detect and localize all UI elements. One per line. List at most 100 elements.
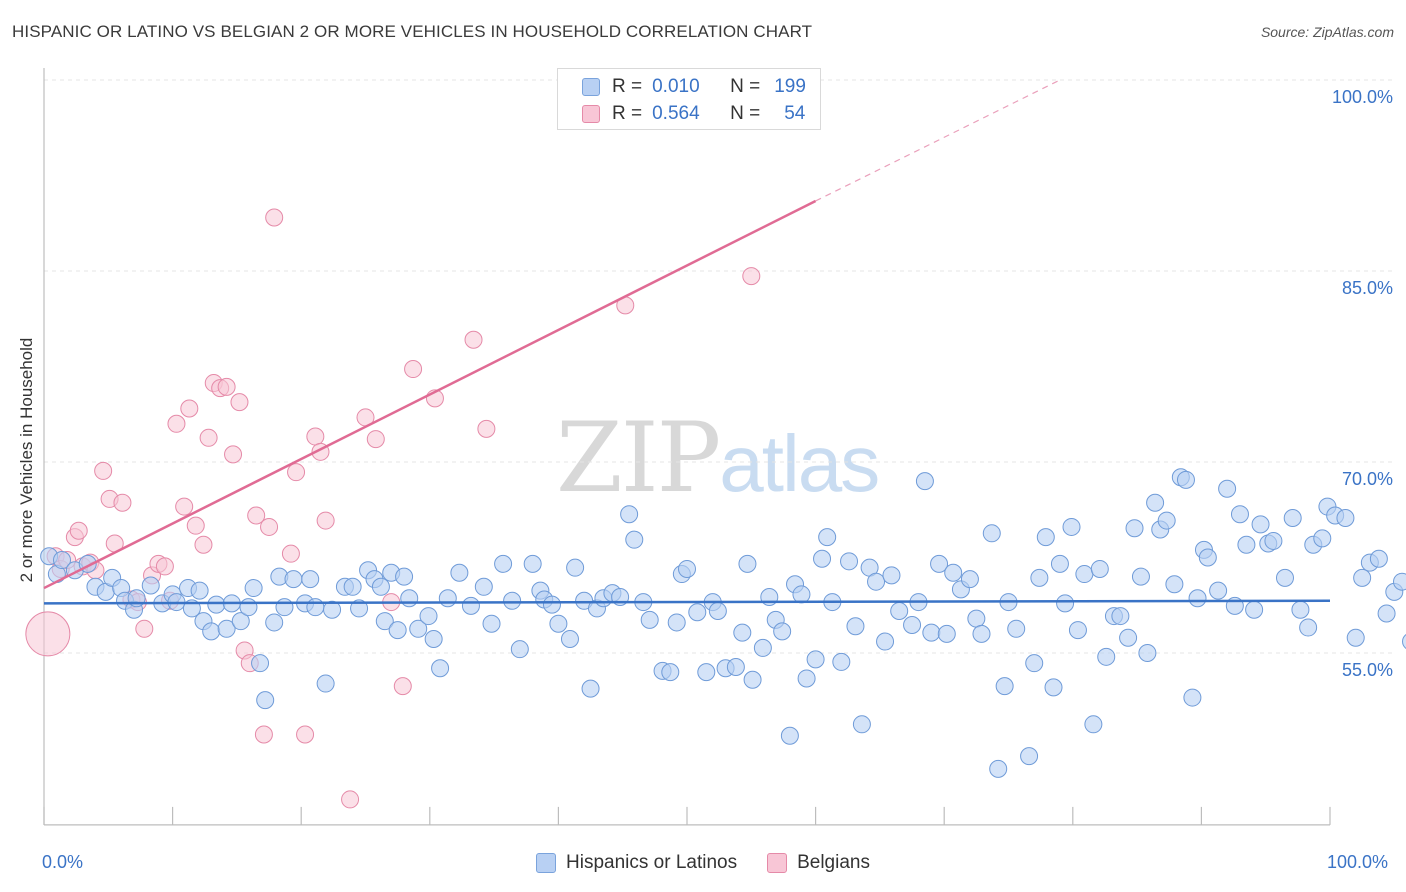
x-tick-label: 0.0% (42, 852, 84, 872)
hispanics-point (202, 622, 221, 641)
hispanics-point (1138, 644, 1157, 662)
hispanics-point (256, 691, 275, 710)
correlation-legend: R = 0.010 N = 199 R = 0.564 N = 54 (557, 68, 821, 130)
hispanics-point (1068, 621, 1087, 640)
hispanics-point (53, 551, 72, 570)
hispanics-point (1044, 678, 1063, 697)
belgians-point (742, 267, 761, 286)
hispanics-point (323, 600, 342, 619)
hispanics-point (371, 577, 390, 596)
belgians-point (316, 511, 335, 530)
hispanics-point (1056, 594, 1075, 613)
legend-swatch (582, 78, 600, 96)
hispanics-point (306, 598, 325, 617)
belgians-point (180, 399, 199, 418)
y-tick-label: 70.0% (1341, 469, 1393, 489)
r-label: R = (612, 76, 643, 97)
hispanics-point (375, 612, 394, 631)
hispanics-point (1157, 511, 1176, 530)
hispanics-point (523, 554, 542, 573)
hispanics-point (542, 595, 561, 614)
hispanics-point (409, 619, 428, 638)
belgians-point (186, 516, 205, 535)
axes (43, 68, 1331, 826)
hispanics-point (1313, 529, 1332, 548)
hispanics-point (625, 530, 644, 549)
hispanics-point (1125, 519, 1144, 538)
hispanics-point (431, 659, 450, 678)
hispanics-point (343, 577, 362, 596)
watermark-atlas: atlas (719, 419, 880, 508)
hispanics-point (773, 622, 792, 641)
belgians-point (287, 463, 306, 482)
hispanics-point (1245, 600, 1264, 619)
hispanics-point (251, 654, 270, 673)
hispanics-point (967, 609, 986, 628)
hispanics-point (1025, 654, 1044, 673)
hispanics-point (265, 613, 284, 632)
belgians-point (175, 497, 194, 516)
hispanics-point (1131, 567, 1150, 586)
hispanics-point (743, 670, 762, 689)
hispanics-point (661, 663, 680, 682)
hispanics-point (882, 566, 901, 585)
legend-swatch (582, 105, 600, 123)
hispanics-point (640, 610, 659, 629)
belgians-point (199, 428, 218, 447)
belgians-point (477, 419, 496, 438)
legend-item-belgians[interactable]: Belgians (767, 852, 870, 874)
belgians-point (247, 506, 266, 525)
hispanics-point (1183, 688, 1202, 707)
hispanics-trend-line (43, 599, 1331, 605)
hispanics-point (876, 632, 895, 651)
belgians-point (113, 493, 132, 512)
belgians-point (94, 461, 113, 480)
hispanics-point (400, 589, 419, 608)
hispanics-point (1251, 515, 1270, 534)
hispanics-point (566, 558, 585, 577)
hispanics-point (995, 677, 1014, 696)
hispanics-point (494, 554, 513, 573)
r-label: R = (612, 103, 643, 124)
gridlines (44, 79, 1394, 654)
legend-swatch (767, 853, 788, 873)
hispanics-point (1030, 568, 1049, 587)
hispanics-point (316, 674, 335, 693)
legend-label: Belgians (797, 852, 870, 873)
n-label: N = (730, 76, 761, 97)
hispanics-point (620, 505, 639, 524)
hispanics-point (503, 591, 522, 610)
belgians-point (464, 330, 483, 349)
y-tick-label: 85.0% (1341, 278, 1393, 298)
watermark-zip: ZIP (556, 402, 721, 514)
hispanics-point (141, 576, 160, 595)
hispanics-point (989, 759, 1008, 778)
hispanics-point (1007, 619, 1026, 638)
belgians-point (155, 557, 174, 576)
hispanics-point (1188, 589, 1207, 608)
n-label: N = (730, 103, 761, 124)
hispanics-point (560, 629, 579, 648)
hispanics-point (474, 577, 493, 596)
belgians-point (296, 725, 315, 744)
belgians-point (230, 393, 249, 412)
hispanics-point (697, 663, 716, 682)
hispanics-point (1393, 572, 1406, 591)
hispanics-point (350, 599, 369, 618)
hispanics-point (738, 554, 757, 573)
hispanics-point (510, 640, 529, 659)
hispanics-point (1291, 600, 1310, 619)
chart-title: HISPANIC OR LATINO VS BELGIAN 2 OR MORE … (12, 22, 813, 41)
belgians-point (260, 517, 279, 536)
hispanics-point (1377, 604, 1396, 623)
hispanics-point (1275, 568, 1294, 587)
hispanics-point (867, 572, 886, 591)
hispanics-point (1036, 528, 1055, 547)
belgians-point (281, 544, 300, 563)
y-tick-label: 55.0% (1341, 660, 1393, 680)
legend-item-hispanics[interactable]: Hispanics or Latinos (536, 852, 737, 874)
belgians-point (254, 725, 273, 744)
legend-row-hispanics: R = 0.010 N = 199 (582, 74, 806, 100)
hispanics-point (930, 554, 949, 573)
